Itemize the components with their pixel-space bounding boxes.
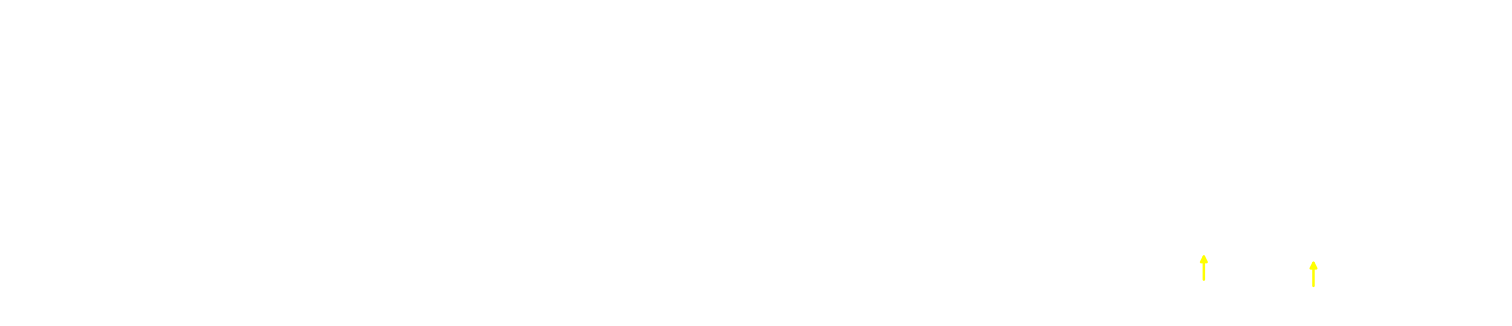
Text: c: c	[723, 285, 733, 303]
Text: a: a	[17, 285, 29, 303]
Text: d: d	[1080, 285, 1092, 303]
Text: b: b	[369, 285, 383, 303]
